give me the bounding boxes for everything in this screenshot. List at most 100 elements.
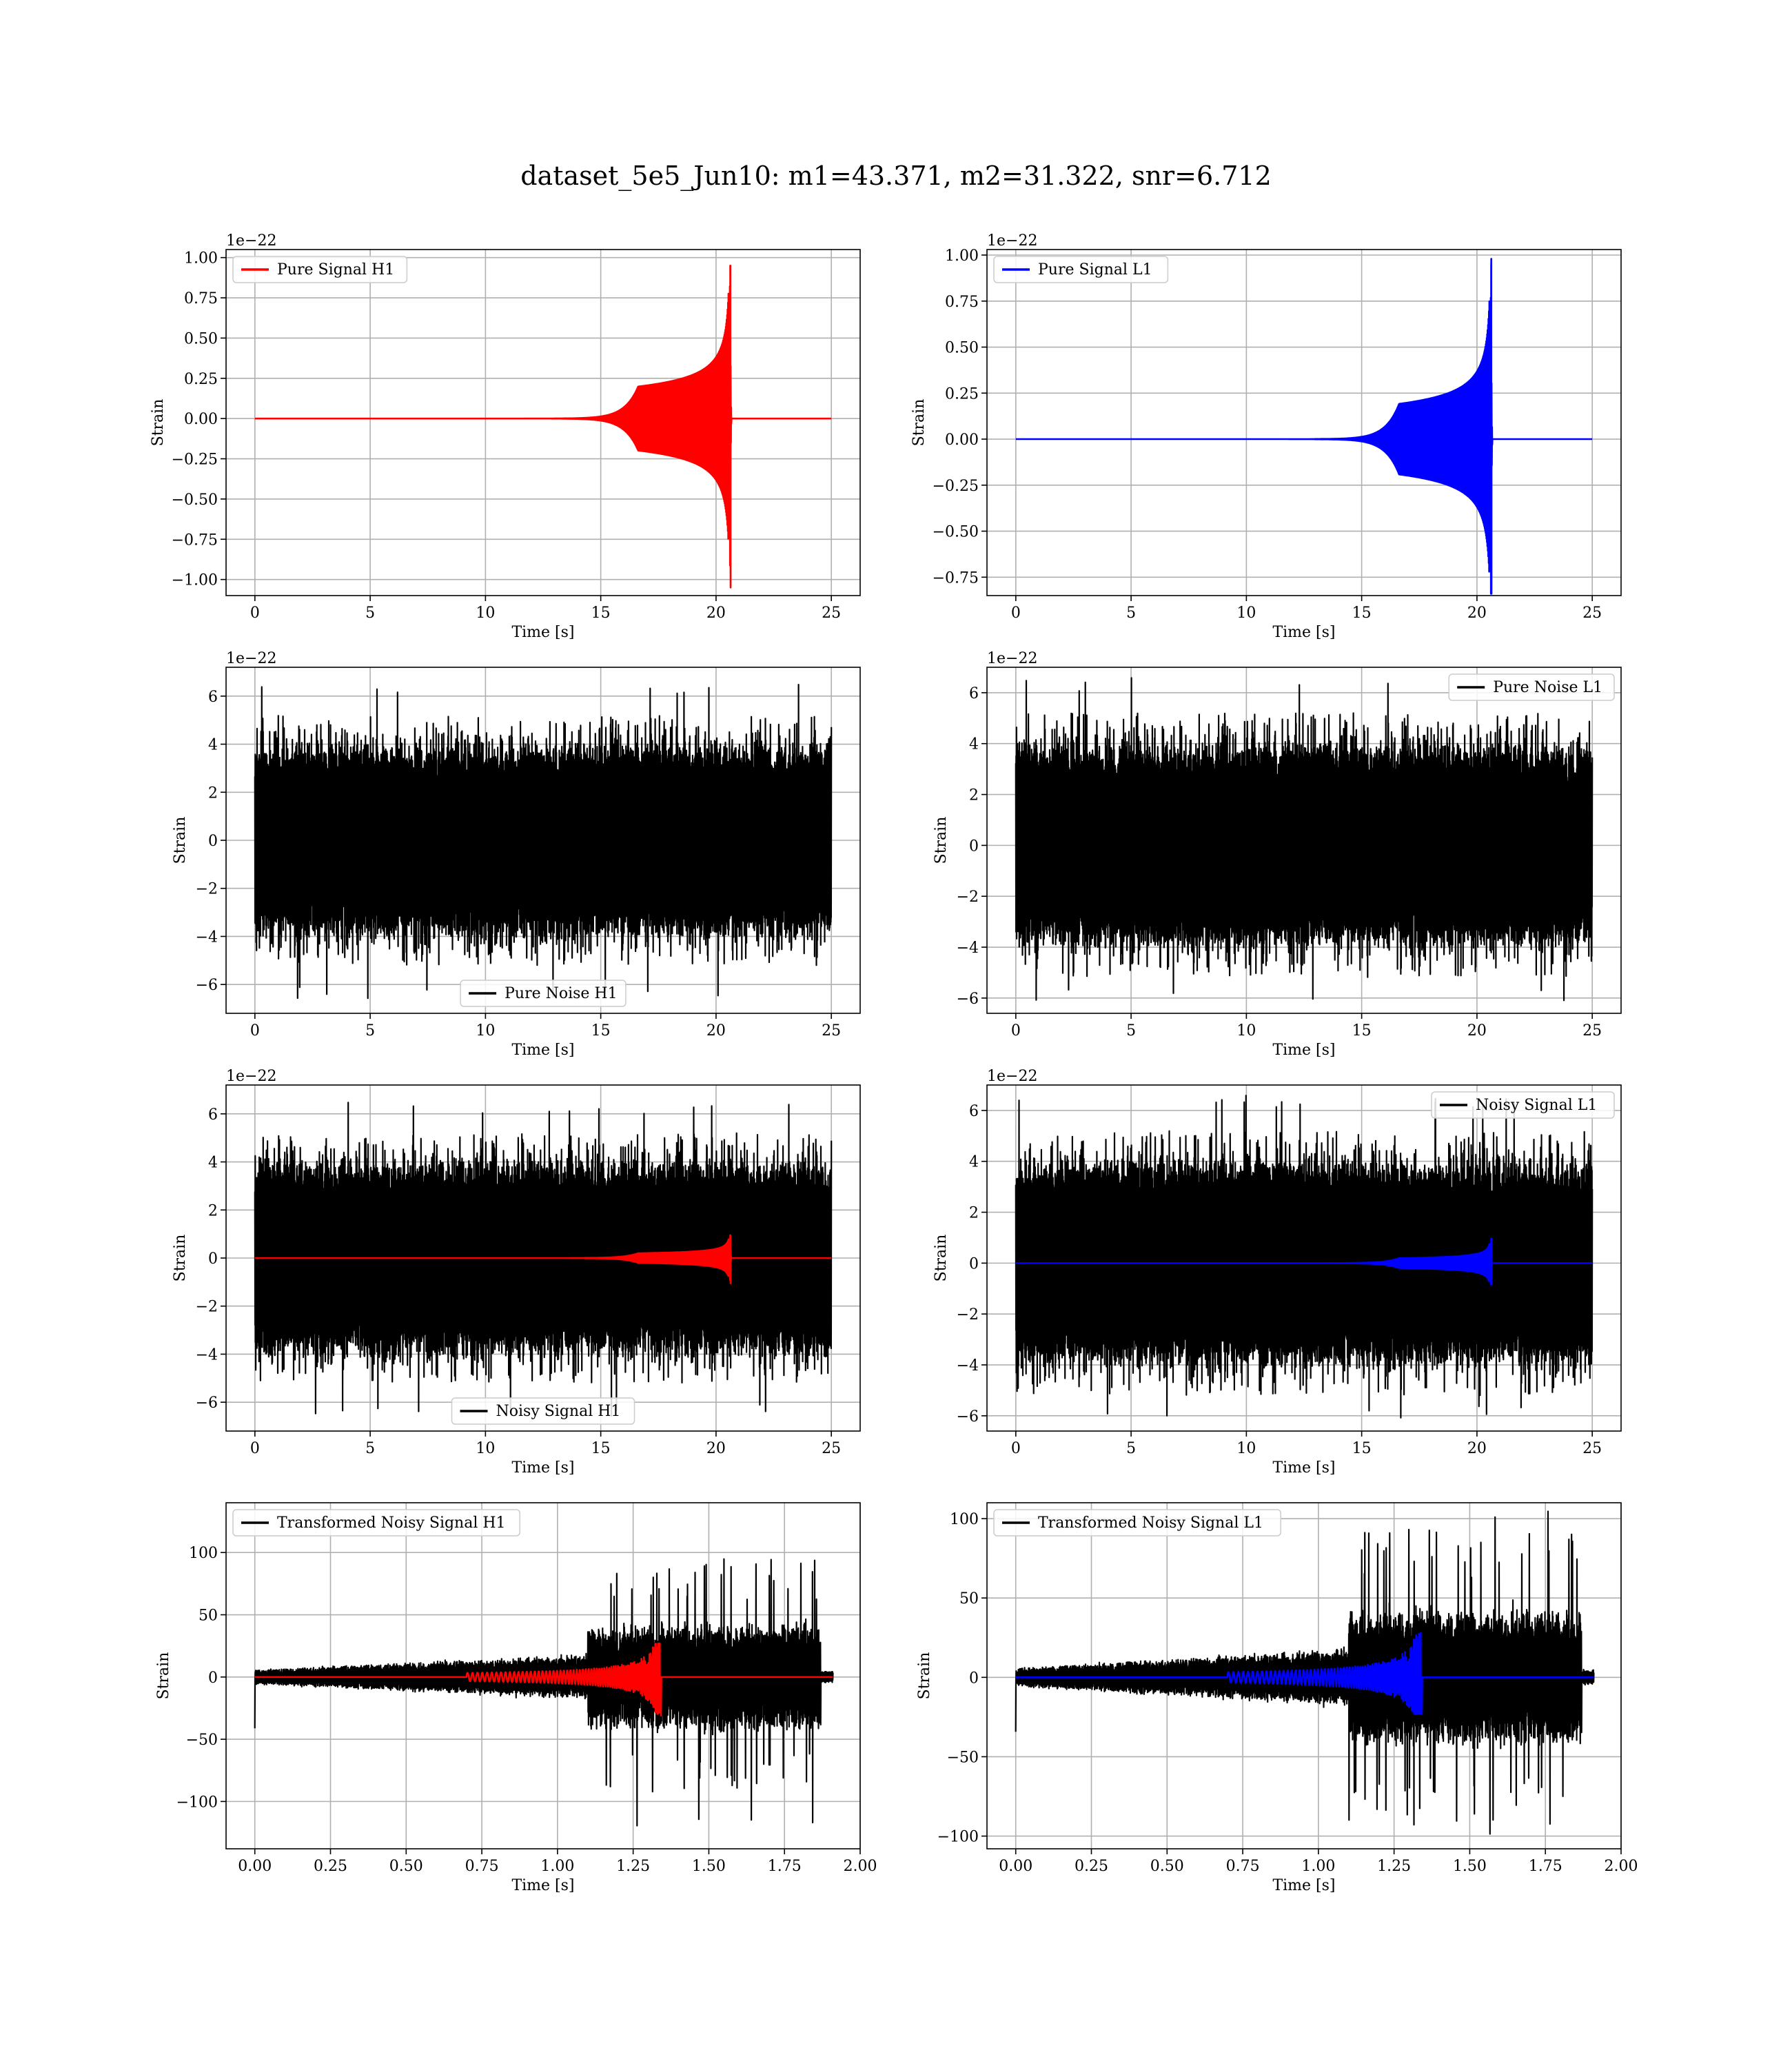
- x-tick-label: 5: [1126, 605, 1136, 622]
- x-tick-label: 0.50: [389, 1858, 423, 1875]
- x-tick-label: 15: [1352, 1022, 1372, 1040]
- series-line-chirp: [1015, 1237, 1594, 1286]
- x-axis-label: Time [s]: [1272, 1459, 1335, 1477]
- y-tick-label: −2: [196, 1299, 218, 1316]
- y-axis-label: Strain: [933, 1235, 950, 1282]
- legend-label: Noisy Signal H1: [496, 1403, 621, 1420]
- legend: Pure Noise L1: [1448, 673, 1615, 701]
- series-line-whitened: [1015, 1510, 1595, 1835]
- x-tick-label: 15: [591, 605, 611, 622]
- series-line-noise: [254, 684, 833, 1000]
- x-tick-label: 15: [1352, 1440, 1372, 1457]
- y-axis-label: Strain: [155, 1652, 172, 1700]
- y-tick-label: 0.25: [184, 371, 218, 388]
- y-tick-label: 2: [969, 1205, 979, 1222]
- y-tick-label: −4: [957, 940, 979, 957]
- x-tick-label: 5: [1126, 1440, 1136, 1457]
- legend-box: [993, 1509, 1281, 1537]
- x-tick-label: 5: [1126, 1022, 1136, 1040]
- y-tick-label: −100: [176, 1794, 218, 1811]
- offset-text: 1e−22: [987, 232, 1037, 250]
- x-tick-label: 10: [476, 1022, 495, 1040]
- series-line-noise: [1015, 677, 1594, 1002]
- y-tick-label: −100: [937, 1829, 979, 1846]
- subplot-pure-signal-h1: 0 5 10 15 20 25 1.00 0.75 0.50 0.25 0.00 −0.25 −0.50…: [150, 232, 861, 641]
- y-tick-label: −2: [196, 881, 218, 898]
- y-tick-label: 100: [189, 1545, 218, 1562]
- plot-area: [254, 1102, 833, 1417]
- y-tick-label: 50: [198, 1608, 218, 1625]
- y-tick-label: 6: [969, 1103, 979, 1120]
- y-tick-label: −0.25: [933, 478, 979, 495]
- x-tick-label: 1.75: [768, 1858, 802, 1875]
- plot-area: [254, 265, 833, 589]
- series-line-noise: [254, 1102, 833, 1417]
- y-tick-label: −50: [186, 1732, 218, 1749]
- legend-box: [451, 1397, 635, 1425]
- x-tick-label: 0.25: [1075, 1858, 1108, 1875]
- x-tick-label: 25: [822, 1022, 841, 1040]
- y-tick-label: −0.25: [172, 452, 218, 469]
- subplot-pure-signal-l1: 0 5 10 15 20 25 1.00 0.75 0.50 0.25 0.00 −0.25 −0.50…: [910, 232, 1622, 641]
- y-tick-label: 50: [959, 1590, 979, 1608]
- y-tick-label: −4: [957, 1357, 979, 1375]
- legend: Pure Signal L1: [993, 256, 1169, 283]
- x-tick-label: 1.25: [616, 1858, 650, 1875]
- y-tick-label: −50: [947, 1749, 979, 1766]
- offset-text: 1e−22: [226, 232, 276, 250]
- axes-frame: [225, 249, 861, 596]
- axes-frame: [986, 1502, 1622, 1849]
- axes-frame: [986, 249, 1622, 596]
- legend-box: [232, 256, 408, 283]
- legend: Noisy Signal H1: [451, 1397, 635, 1425]
- legend-label: Noisy Signal L1: [1476, 1097, 1597, 1114]
- x-tick-label: 25: [1582, 1440, 1602, 1457]
- series-line-whitened-chirp: [254, 1642, 834, 1717]
- x-tick-label: 20: [706, 1022, 726, 1040]
- y-tick-label: 0.25: [945, 385, 979, 403]
- y-axis-label: Strain: [150, 399, 167, 447]
- y-axis-label: Strain: [172, 1235, 189, 1282]
- offset-text: 1e−22: [226, 1068, 276, 1085]
- x-tick-label: 10: [1236, 1022, 1256, 1040]
- y-tick-label: 0: [208, 1250, 218, 1268]
- x-tick-label: 2.00: [844, 1858, 877, 1875]
- legend-box: [1431, 1091, 1615, 1119]
- x-tick-label: 25: [1582, 1022, 1602, 1040]
- x-tick-label: 15: [1352, 605, 1372, 622]
- x-axis-label: Time [s]: [1272, 1042, 1335, 1059]
- x-tick-label: 0: [250, 1022, 260, 1040]
- y-tick-label: 2: [969, 787, 979, 804]
- y-tick-label: 0: [969, 838, 979, 855]
- y-tick-label: −1.00: [172, 572, 218, 589]
- x-tick-label: 10: [476, 1440, 495, 1457]
- y-axis-label: Strain: [933, 817, 950, 864]
- y-tick-label: −0.50: [933, 524, 979, 541]
- x-tick-label: 0.50: [1150, 1858, 1184, 1875]
- x-tick-label: 20: [706, 1440, 726, 1457]
- x-tick-label: 0.00: [238, 1858, 272, 1875]
- legend-box: [993, 256, 1169, 283]
- subplot-grid: 0 5 10 15 20 251.000.750.500.250.00−0.25−0.50…: [150, 232, 1638, 1894]
- legend-label: Pure Noise H1: [505, 985, 618, 1002]
- series-line-noise: [1015, 1095, 1594, 1419]
- x-tick-label: 20: [1467, 1440, 1487, 1457]
- x-tick-label: 0.00: [999, 1858, 1032, 1875]
- y-tick-label: −6: [957, 1408, 979, 1426]
- plot-area: [1015, 1095, 1594, 1419]
- y-tick-label: 0.75: [184, 290, 218, 307]
- plot-area: [254, 684, 833, 1000]
- x-tick-label: 10: [1236, 605, 1256, 622]
- x-tick-label: 0: [1011, 1022, 1021, 1040]
- x-tick-label: 2.00: [1605, 1858, 1638, 1875]
- legend: Pure Noise H1: [460, 980, 627, 1007]
- y-tick-label: 0.00: [945, 432, 979, 449]
- y-tick-label: −4: [196, 1346, 218, 1364]
- y-tick-label: 6: [969, 685, 979, 702]
- y-tick-label: 4: [969, 736, 979, 753]
- x-tick-label: 10: [476, 605, 495, 622]
- x-tick-label: 1.00: [1301, 1858, 1335, 1875]
- y-tick-label: −4: [196, 929, 218, 946]
